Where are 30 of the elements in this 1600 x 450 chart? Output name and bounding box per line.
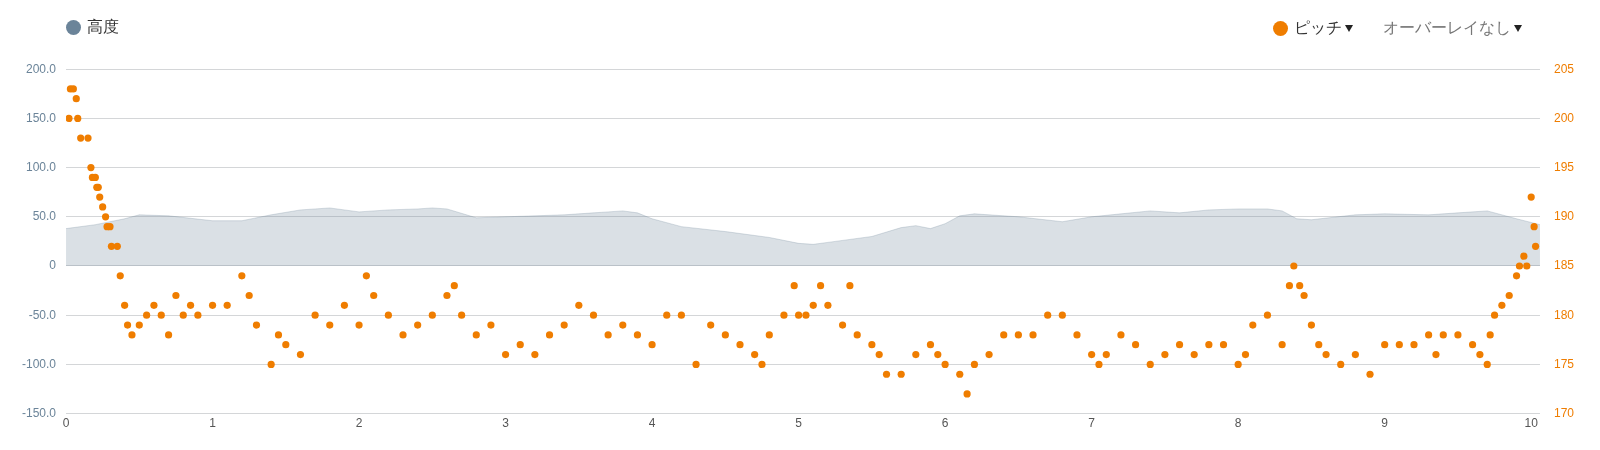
y2-tick-label: 195	[1553, 159, 1575, 174]
x-tick-label: 3	[502, 416, 510, 431]
y-tick-label: 200.0	[25, 61, 57, 76]
y2-tick-label: 170	[1553, 405, 1575, 420]
y2-tick-label: 180	[1553, 307, 1575, 322]
y-tick-label: 50.0	[32, 209, 57, 224]
y2-tick-label: 200	[1553, 110, 1575, 125]
x-tick-label: 9	[1381, 416, 1389, 431]
x-tick-label: 0	[62, 416, 70, 431]
x-tick-label: 10	[1524, 416, 1539, 431]
y-tick-label: -100.0	[21, 356, 57, 371]
legend-label: 高度	[87, 17, 119, 37]
x-tick-label: 7	[1088, 416, 1096, 431]
y2-tick-label: 185	[1553, 258, 1575, 273]
text: オーバーレイなし	[1383, 17, 1511, 38]
y-tick-label: -50.0	[28, 307, 57, 322]
y2-tick-label: 175	[1553, 356, 1575, 371]
y2-tick-label: 190	[1553, 209, 1575, 224]
y-tick-label: 100.0	[25, 159, 57, 174]
x-tick-label: 4	[648, 416, 656, 431]
y-tick-label: -150.0	[21, 405, 57, 420]
y-tick-label: 0	[49, 258, 57, 273]
x-tick-label: 2	[355, 416, 363, 431]
y2-tick-label: 205	[1553, 61, 1575, 76]
x-tick-label: 8	[1234, 416, 1242, 431]
x-tick-label: 5	[795, 416, 803, 431]
legend-label: ピッチ	[1294, 17, 1342, 38]
x-tick-label: 1	[209, 416, 217, 431]
x-tick-label: 6	[941, 416, 949, 431]
y-tick-label: 150.0	[25, 110, 57, 125]
